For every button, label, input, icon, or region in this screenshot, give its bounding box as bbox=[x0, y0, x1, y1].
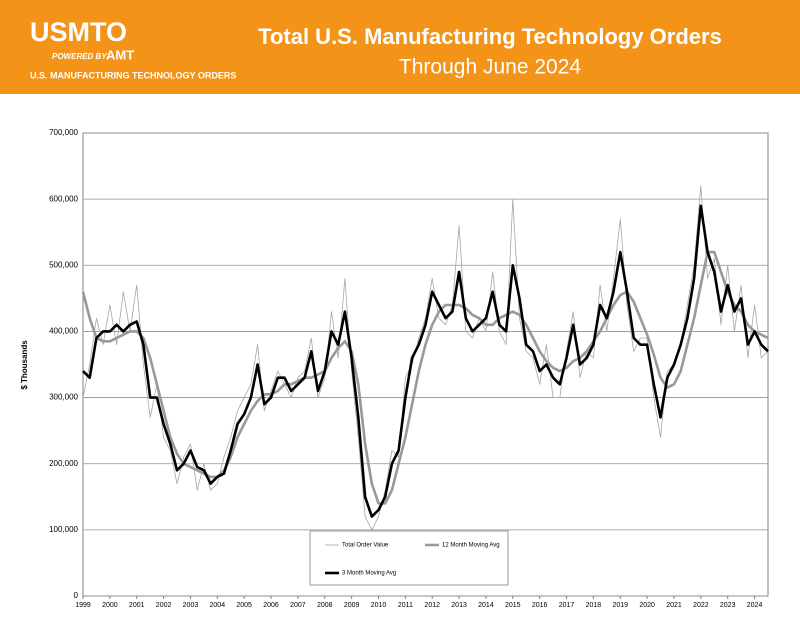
series-line bbox=[82, 185, 769, 531]
legend-label: Total Order Value bbox=[342, 543, 389, 549]
x-tick-label: 2006 bbox=[263, 602, 279, 609]
x-tick-label: 2013 bbox=[451, 602, 467, 609]
chart-subtitle: Through June 2024 bbox=[399, 56, 581, 79]
y-tick-label: 700,000 bbox=[49, 128, 78, 137]
x-tick-label: 2001 bbox=[129, 602, 145, 609]
y-tick-label: 600,000 bbox=[49, 194, 78, 203]
x-tick-label: 2012 bbox=[424, 602, 440, 609]
x-tick-label: 2008 bbox=[317, 602, 333, 609]
x-tick-label: 2003 bbox=[183, 602, 199, 609]
x-tick-label: 2018 bbox=[586, 602, 602, 609]
x-tick-label: 2007 bbox=[290, 602, 306, 609]
x-tick-label: 2015 bbox=[505, 602, 521, 609]
chart-title: Total U.S. Manufacturing Technology Orde… bbox=[258, 24, 722, 49]
x-tick-label: 2002 bbox=[156, 602, 172, 609]
x-tick-label: 2004 bbox=[210, 602, 226, 609]
x-tick-label: 2009 bbox=[344, 602, 360, 609]
x-tick-label: 2023 bbox=[720, 602, 736, 609]
x-tick-label: 1999 bbox=[75, 602, 91, 609]
plot-area bbox=[82, 132, 769, 597]
x-tick-label: 2019 bbox=[612, 602, 628, 609]
powered-by: POWERED BY bbox=[52, 52, 107, 61]
brand: AMT bbox=[106, 47, 134, 62]
x-tick-label: 2014 bbox=[478, 602, 494, 609]
x-tick-label: 2000 bbox=[102, 602, 118, 609]
series-line bbox=[81, 250, 769, 505]
y-tick-label: 300,000 bbox=[49, 393, 78, 402]
legend-label: 3 Month Moving Avg bbox=[342, 571, 396, 577]
y-tick-label: 200,000 bbox=[49, 459, 78, 468]
x-tick-label: 2017 bbox=[559, 602, 575, 609]
y-tick-label: 0 bbox=[74, 591, 79, 600]
program-name: U.S. MANUFACTURING TECHNOLOGY ORDERS bbox=[30, 70, 236, 80]
plot: 0 100,000 200,000 300,000 400,000 500,000 600,… bbox=[49, 128, 769, 609]
y-tick-label: 500,000 bbox=[49, 260, 78, 269]
header-bar bbox=[0, 0, 800, 94]
logo: USMTO bbox=[30, 17, 127, 47]
x-tick-label: 2022 bbox=[693, 602, 709, 609]
legend bbox=[309, 530, 509, 586]
series-line bbox=[82, 204, 769, 518]
x-tick-label: 2010 bbox=[371, 602, 387, 609]
x-tick-label: 2005 bbox=[236, 602, 252, 609]
x-tick-label: 2020 bbox=[639, 602, 655, 609]
x-tick-label: 2021 bbox=[666, 602, 682, 609]
x-tick-label: 2016 bbox=[532, 602, 548, 609]
y-tick-label: 100,000 bbox=[49, 525, 78, 534]
y-axis-label: $ Thousands bbox=[20, 340, 29, 390]
legend-label: 12 Month Moving Avg bbox=[442, 543, 500, 549]
x-tick-label: 2011 bbox=[398, 602, 413, 609]
x-tick-label: 2024 bbox=[747, 602, 763, 609]
y-tick-label: 400,000 bbox=[49, 327, 78, 336]
